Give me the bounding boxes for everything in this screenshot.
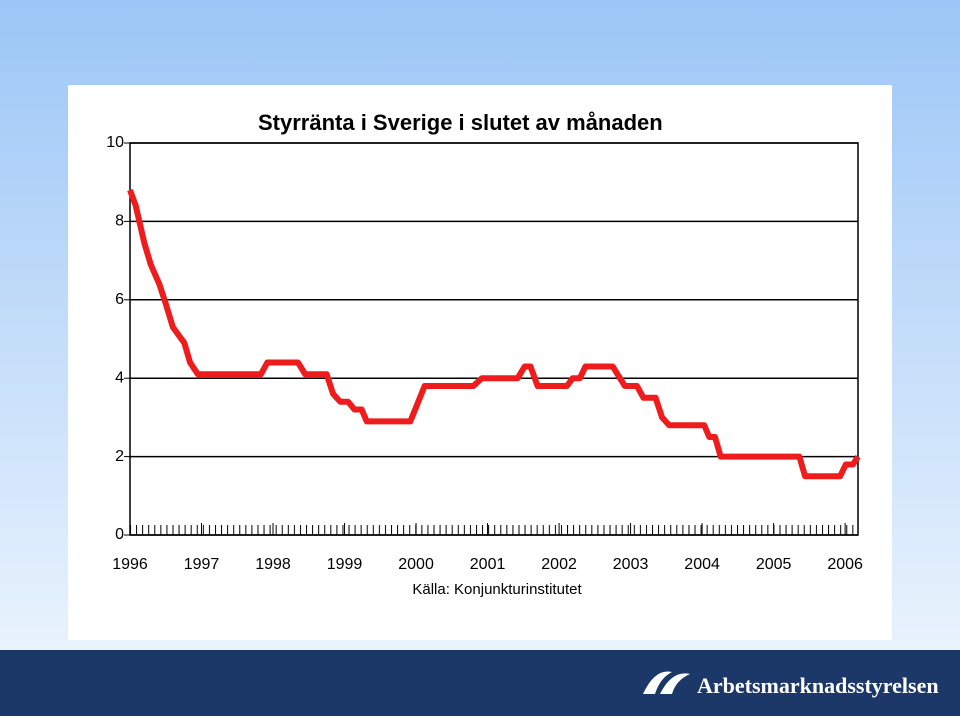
x-tick-label: 1998 [255,556,291,573]
y-tick-label: 0 [115,526,124,543]
chart-title: Styrränta i Sverige i slutet av månaden [258,110,663,135]
y-tick-label: 4 [115,369,124,386]
x-tick-label: 2004 [684,556,720,573]
y-tick-label: 2 [115,448,124,465]
x-tick-label: 1997 [184,556,220,573]
panel [68,85,892,640]
x-tick-label: 2001 [470,556,506,573]
x-tick-label: 2006 [827,556,863,573]
footer-bar [0,650,960,716]
x-tick-label: 2000 [398,556,434,573]
logo-text: Arbetsmarknadsstyrelsen [697,673,939,698]
y-tick-label: 8 [115,213,124,230]
x-tick-label: 1999 [327,556,363,573]
x-tick-label: 2003 [613,556,649,573]
y-tick-label: 6 [115,291,124,308]
line [127,189,861,480]
minor-ticks [130,525,858,535]
x-tick-label: 2005 [756,556,792,573]
logo-icon [643,671,690,694]
source: Källa: Konjunkturinstitutet [412,581,582,598]
x-tick-label: 2002 [541,556,577,573]
y-tick-label: 10 [106,134,124,151]
x-tick-label: 1996 [112,556,148,573]
